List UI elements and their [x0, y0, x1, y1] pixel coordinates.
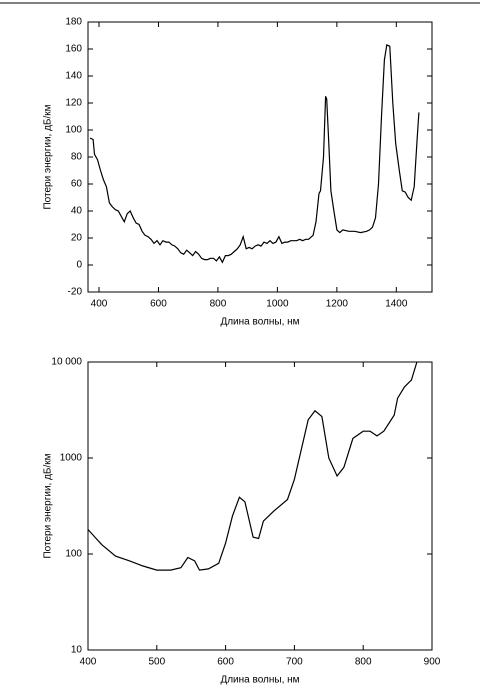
x-tick-label: 1400	[385, 299, 408, 310]
y-tick-label: 10 000	[51, 357, 82, 368]
y-tick-label: 60	[71, 179, 83, 190]
y-tick-label: 10	[71, 645, 83, 656]
y-tick-label: 20	[71, 233, 83, 244]
y-tick-label: 80	[71, 152, 83, 163]
y-tick-label: 160	[65, 44, 82, 55]
x-tick-label: 900	[424, 657, 441, 668]
y-tick-label: 100	[65, 125, 82, 136]
y-tick-label: -20	[68, 287, 83, 298]
y-tick-label: 120	[65, 98, 82, 109]
x-tick-label: 400	[91, 299, 108, 310]
x-tick-label: 600	[217, 657, 234, 668]
y-tick-label: 1000	[60, 453, 83, 464]
x-tick-label: 500	[148, 657, 165, 668]
y-axis-label: Потери энергии, дБ/км	[43, 453, 54, 558]
plot-frame	[87, 361, 433, 651]
y-tick-label: 140	[65, 71, 82, 82]
x-tick-label: 800	[210, 299, 227, 310]
y-tick-label: 40	[71, 206, 83, 217]
plot-frame	[87, 21, 433, 293]
x-tick-label: 1200	[326, 299, 349, 310]
y-tick-label: 0	[76, 260, 82, 271]
y-tick-label: 180	[65, 17, 82, 28]
x-tick-label: 400	[80, 657, 97, 668]
data-line	[89, 44, 420, 264]
x-tick-label: 1000	[266, 299, 289, 310]
x-tick-label: 700	[286, 657, 303, 668]
x-axis-label: Длина волны, нм	[220, 317, 299, 328]
data-line	[87, 361, 418, 571]
y-axis-label: Потери энергии, дБ/км	[43, 104, 54, 209]
y-tick-label: 100	[65, 549, 82, 560]
x-tick-label: 800	[355, 657, 372, 668]
x-axis-label: Длина волны, нм	[220, 675, 299, 686]
x-tick-label: 600	[150, 299, 167, 310]
